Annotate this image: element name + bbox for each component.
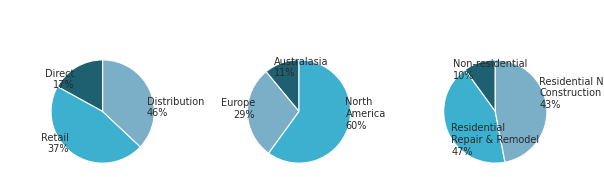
Text: Distribution
46%: Distribution 46%: [147, 97, 204, 118]
Text: Non-residential
10%: Non-residential 10%: [453, 59, 527, 81]
Text: Europe
29%: Europe 29%: [221, 98, 255, 120]
Wedge shape: [266, 60, 299, 112]
Text: 2015 Net Revenues: $3,381 million: 2015 Net Revenues: $3,381 million: [172, 6, 432, 19]
Text: Construction Application(1): Construction Application(1): [417, 32, 590, 42]
Text: North
America
60%: North America 60%: [345, 98, 386, 131]
Wedge shape: [444, 70, 505, 163]
Wedge shape: [248, 72, 299, 153]
Text: Australasia
11%: Australasia 11%: [274, 57, 329, 78]
Wedge shape: [57, 60, 103, 112]
Text: Residential
Repair & Remodel
47%: Residential Repair & Remodel 47%: [451, 123, 539, 156]
Text: Geography: Geography: [268, 32, 336, 42]
Text: Direct
17%: Direct 17%: [45, 69, 74, 90]
Wedge shape: [495, 60, 547, 162]
Wedge shape: [103, 60, 154, 147]
Wedge shape: [465, 60, 495, 112]
Text: Retail
37%: Retail 37%: [41, 133, 69, 154]
Wedge shape: [51, 87, 140, 163]
Wedge shape: [269, 60, 350, 163]
Text: Residential New
Construction
43%: Residential New Construction 43%: [539, 77, 604, 110]
Text: Distribution Channel: Distribution Channel: [36, 32, 165, 42]
